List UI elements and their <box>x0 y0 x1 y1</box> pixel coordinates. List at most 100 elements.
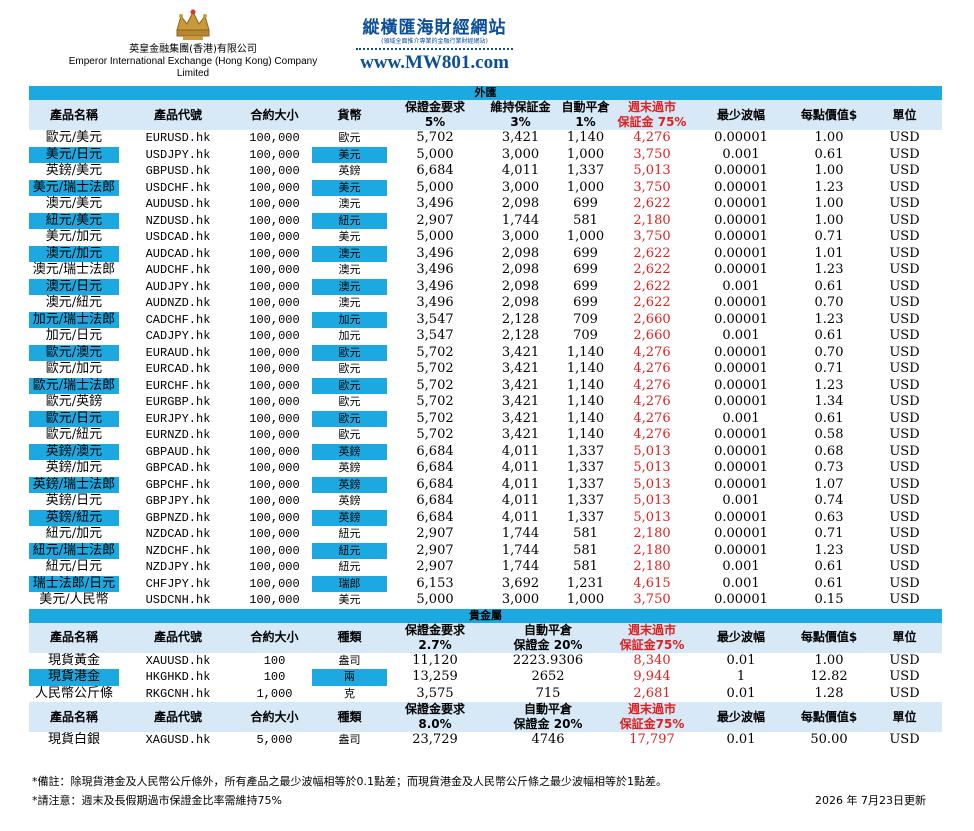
min-tick: 0.00001 <box>714 311 768 327</box>
contract-size: 100,000 <box>249 180 300 195</box>
metal-col-auto-header-sub: 保證金 20% <box>513 717 583 731</box>
kind: 盎司 <box>338 653 361 667</box>
point-value: 1.23 <box>814 311 844 327</box>
min-tick: 0.00001 <box>714 526 768 542</box>
maintain-margin: 3,000 <box>501 592 540 608</box>
unit: USD <box>889 652 920 668</box>
auto-close: 715 <box>535 685 561 701</box>
updated-date: 2026 年 7月23日更新 <box>815 794 926 807</box>
kind: 兩 <box>312 669 387 686</box>
product-code: NZDCHF.hk <box>145 543 211 558</box>
weekend-margin: 4,276 <box>633 410 671 426</box>
metal-col-name-header-label: 產品名稱 <box>49 630 98 644</box>
weekend-margin: 2,180 <box>633 212 671 228</box>
kind: 盎司 <box>338 733 361 747</box>
forex-row: 歐元/美元 EURUSD.hk 100,000 歐元 5,702 3,421 1,140 4,… <box>29 130 942 147</box>
metal-col-margin-header-label: 保證金要求 <box>404 622 465 637</box>
margin: 2,907 <box>416 526 454 542</box>
product-name: 英鎊/瑞士法郎 <box>29 476 119 493</box>
product-code: HKGHKD.hk <box>145 670 211 685</box>
auto-close: 1,140 <box>566 130 605 146</box>
currency: 英鎊 <box>312 443 387 460</box>
maintain-margin: 2,098 <box>501 295 540 311</box>
point-value: 0.70 <box>814 344 844 360</box>
metal-col-unit-header: 單位 <box>867 702 942 732</box>
min-tick: 0.01 <box>726 685 756 701</box>
product-name: 英鎊/美元 <box>45 163 103 179</box>
weekend-margin: 4,276 <box>633 394 671 410</box>
auto-close: 2652 <box>531 669 565 685</box>
currency: 澳元 <box>312 245 387 262</box>
contract-size: 100 <box>263 670 286 685</box>
margin: 5,702 <box>416 344 454 360</box>
min-tick: 0.00001 <box>714 476 768 492</box>
maintain-margin: 1,744 <box>501 559 540 575</box>
metal-col-margin-header-label: 保證金要求 <box>404 702 465 716</box>
contract-size: 100,000 <box>249 213 300 228</box>
weekend-margin: 2,660 <box>633 311 671 327</box>
footer-note-2: *請注意：週末及長假期過市保證金比率需維持75% <box>32 794 282 807</box>
metal-col-min-tick-header-label: 最少波幅 <box>716 630 765 644</box>
maintain-margin: 4,011 <box>501 443 540 459</box>
min-tick: 0.01 <box>726 652 756 668</box>
margin: 5,702 <box>416 130 454 146</box>
unit: USD <box>889 146 920 162</box>
point-value: 0.61 <box>814 328 844 344</box>
maintain-margin: 3,421 <box>501 394 540 410</box>
product-name: 紐元/加元 <box>45 526 103 542</box>
contract-size: 100,000 <box>249 296 300 311</box>
margin: 6,684 <box>416 163 454 179</box>
min-tick: 0.00001 <box>714 130 768 146</box>
min-tick: 0.001 <box>722 146 760 162</box>
auto-close: 1,140 <box>566 361 605 377</box>
product-name: 英鎊/紐元 <box>29 509 119 526</box>
col-unit-header: 單位 <box>867 100 942 130</box>
auto-close: 699 <box>573 262 598 278</box>
unit: USD <box>889 278 920 294</box>
min-tick: 0.00001 <box>714 443 768 459</box>
weekend-margin: 3,750 <box>633 592 671 608</box>
product-code: NZDCAD.hk <box>145 527 211 542</box>
product-name: 紐元/日元 <box>45 559 103 575</box>
metals-column-headers: 產品名稱 產品代號 合約大小 種類 保證金要求 2.7% 自動平倉 保證金 20% 週末過市 保証… <box>29 622 942 653</box>
contract-size: 100,000 <box>249 329 300 344</box>
product-code: AUDJPY.hk <box>145 279 211 294</box>
contract-size: 100,000 <box>249 230 300 245</box>
contract-size: 100,000 <box>249 197 300 212</box>
point-value: 0.61 <box>814 278 844 294</box>
weekend-margin: 5,013 <box>633 443 671 459</box>
contract-size: 100 <box>263 653 286 668</box>
col-min-tick-header: 最少波幅 <box>691 100 791 130</box>
contract-size: 100,000 <box>249 164 300 179</box>
point-value: 1.23 <box>814 262 844 278</box>
forex-row: 英鎊/美元 GBPUSD.hk 100,000 英鎊 6,684 4,011 1,337 5,… <box>29 163 942 180</box>
currency: 加元 <box>312 311 387 328</box>
margin: 3,496 <box>416 196 454 212</box>
min-tick: 0.001 <box>722 493 760 509</box>
point-value: 1.00 <box>814 212 844 228</box>
point-value: 1.07 <box>814 476 844 492</box>
forex-row: 瑞士法郎/日元 CHFJPY.hk 100,000 瑞郎 6,153 3,692 1,231… <box>29 575 942 592</box>
col-maintain-header: 維持保証金 3% <box>483 100 558 130</box>
min-tick: 0.00001 <box>714 229 768 245</box>
col-currency-header: 貨幣 <box>312 100 387 130</box>
forex-row: 美元/日元 USDJPY.hk 100,000 美元 5,000 3,000 1,000 3,… <box>29 146 942 163</box>
point-value: 0.71 <box>814 229 844 245</box>
auto-close: 1,140 <box>566 410 605 426</box>
maintain-margin: 4,011 <box>501 493 540 509</box>
currency: 歐元 <box>312 377 387 394</box>
maintain-pct: 3% <box>510 115 531 129</box>
unit: USD <box>889 377 920 393</box>
auto-close: 699 <box>573 245 598 261</box>
forex-row: 紐元/日元 NZDJPY.hk 100,000 紐元 2,907 1,744 581 2,18… <box>29 559 942 576</box>
product-name: 現貨黃金 <box>47 652 100 668</box>
maintain-margin: 3,421 <box>501 377 540 393</box>
contract-size: 100,000 <box>249 560 300 575</box>
point-value: 1.01 <box>814 245 844 261</box>
currency: 澳元 <box>338 197 361 211</box>
min-tick: 0.00001 <box>714 245 768 261</box>
maintain-margin: 3,421 <box>501 130 540 146</box>
point-value: 0.63 <box>814 509 844 525</box>
unit: USD <box>889 245 920 261</box>
contract-size: 100,000 <box>249 510 300 525</box>
